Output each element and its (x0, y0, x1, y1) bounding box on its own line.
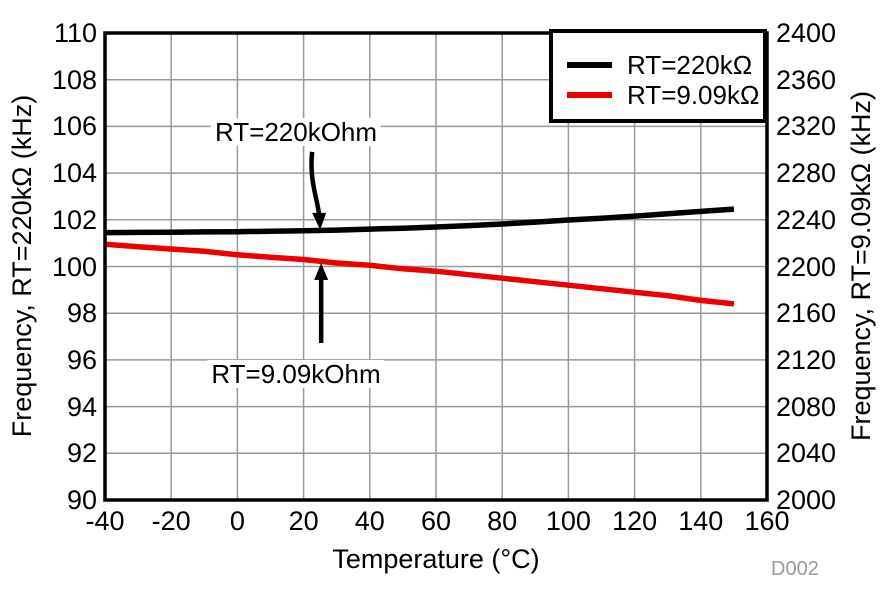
legend: RT=220kΩ RT=9.09kΩ (549, 29, 767, 123)
x-tick-label: -20 (151, 506, 191, 536)
x-axis-label: Temperature (°C) (332, 544, 540, 574)
y-right-tick-label: 2120 (776, 344, 837, 375)
y-right-tick-label: 2400 (776, 18, 837, 48)
x-tick-label: 100 (545, 506, 591, 536)
x-tick-label: 80 (487, 506, 518, 536)
figure-id-watermark: D002 (771, 558, 819, 580)
x-tick-label: 0 (229, 506, 245, 536)
y-right-tick-label: 2200 (776, 251, 837, 282)
y-left-tick-label: 96 (66, 344, 97, 375)
y-right-tick-label: 2320 (776, 111, 837, 142)
y-right-tick-label: 2280 (776, 158, 837, 189)
y-left-tick-label: 110 (53, 18, 97, 48)
legend-item-rt220k: RT=220kΩ (567, 50, 763, 80)
x-tick-label: 120 (612, 506, 658, 536)
x-tick-label: 40 (354, 506, 385, 536)
legend-label-rt220k: RT=220kΩ (627, 49, 753, 80)
y-right-tick-label: 2360 (776, 64, 837, 95)
y-left-tick-label: 92 (66, 438, 97, 469)
legend-label-rt909k: RT=9.09kΩ (627, 79, 760, 110)
y-left-tick-label: 94 (66, 391, 97, 422)
x-tick-label: 140 (678, 506, 724, 536)
annotation-rt909k-label: RT=9.09kOhm (207, 360, 385, 388)
annotation-rt220k-label: RT=220kOhm (210, 118, 382, 146)
x-tick-label: 160 (744, 506, 790, 536)
y-left-tick-label: 106 (51, 111, 97, 142)
y-left-tick-label: 100 (51, 251, 97, 282)
y-right-tick-label: 2160 (776, 298, 837, 329)
legend-line-sample-red (567, 91, 612, 98)
legend-line-sample-black (567, 61, 612, 68)
y-right-tick-label: 2040 (776, 438, 837, 469)
y-right-tick-label: 2000 (776, 485, 837, 515)
y-left-tick-label: 102 (51, 204, 97, 235)
y-left-tick-label: 108 (51, 64, 97, 95)
y-right-tick-label: 2080 (776, 391, 837, 422)
x-tick-label: 20 (288, 506, 319, 536)
y-left-tick-label: 90 (66, 485, 97, 515)
y-left-tick-label: 104 (51, 158, 97, 189)
legend-item-rt909k: RT=9.09kΩ (567, 80, 763, 110)
x-tick-label: 60 (420, 506, 452, 536)
x-tick-label: -40 (85, 506, 125, 536)
y-left-tick-label: 98 (66, 298, 97, 329)
y-right-tick-label: 2240 (776, 204, 837, 235)
